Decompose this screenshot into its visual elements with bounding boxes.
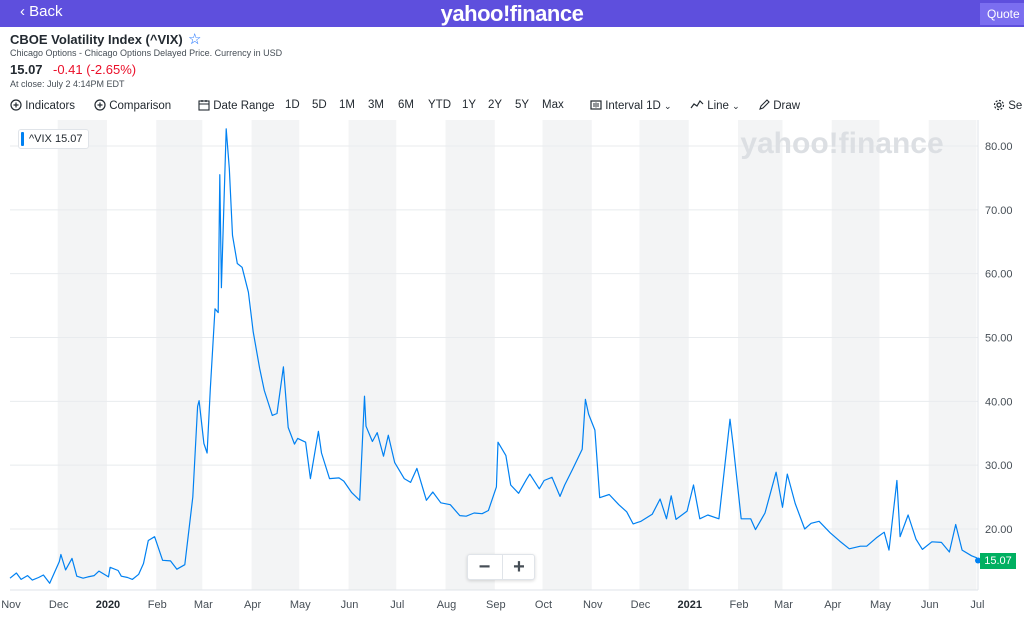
month-band xyxy=(831,120,880,590)
x-tick-label: Mar xyxy=(774,599,793,611)
month-band xyxy=(57,120,107,590)
price-change: -0.41 (-2.65%) xyxy=(53,62,137,77)
last-price-label: 15.07 xyxy=(980,553,1016,569)
y-tick-label: 20.00 xyxy=(985,524,1013,536)
quote-lookup-button[interactable]: Quote L xyxy=(980,3,1024,25)
y-tick-label: 70.00 xyxy=(985,205,1013,217)
range-5d[interactable]: 5D xyxy=(312,99,327,111)
comparison-button[interactable]: Comparison xyxy=(94,99,171,112)
range-ytd[interactable]: YTD xyxy=(428,99,451,111)
comparison-label: Comparison xyxy=(109,100,172,112)
star-icon[interactable]: ☆ xyxy=(188,31,202,48)
quote-subtitle: Chicago Options - Chicago Options Delaye… xyxy=(10,48,283,58)
chart-toolbar: Indicators Comparison Date Range 1D 5D 1… xyxy=(0,96,1024,116)
line-label: Line xyxy=(707,100,729,112)
range-6m[interactable]: 6M xyxy=(398,99,414,111)
month-band xyxy=(251,120,300,590)
range-5y[interactable]: 5Y xyxy=(515,99,530,111)
range-2y[interactable]: 2Y xyxy=(488,99,503,111)
candle-interval-icon xyxy=(590,100,602,110)
x-tick-label: Dec xyxy=(631,599,651,611)
x-tick-label: Apr xyxy=(824,599,841,611)
date-range-button[interactable]: Date Range xyxy=(198,99,275,112)
date-range-label: Date Range xyxy=(213,100,275,112)
zoom-controls: − + xyxy=(467,554,535,580)
chart-type-button[interactable]: Line ⌄ xyxy=(690,99,740,112)
calendar-icon xyxy=(198,100,210,111)
y-tick-label: 50.00 xyxy=(985,333,1013,345)
chevron-down-icon: ⌄ xyxy=(732,101,740,111)
x-tick-label: Feb xyxy=(730,599,749,611)
range-1m[interactable]: 1M xyxy=(339,99,355,111)
x-tick-label: Jul xyxy=(390,599,404,611)
range-max[interactable]: Max xyxy=(542,99,564,111)
chart-legend[interactable]: ^VIX 15.07 xyxy=(18,129,90,149)
y-tick-label: 60.00 xyxy=(985,269,1013,281)
zoom-out-button[interactable]: − xyxy=(478,556,491,578)
chevron-left-icon: ‹ xyxy=(20,3,25,20)
line-chart-icon xyxy=(690,100,704,109)
close-time: At close: July 2 4:14PM EDT xyxy=(10,79,125,89)
x-tick-label: Sep xyxy=(486,599,506,611)
x-tick-label: May xyxy=(290,599,311,611)
page-title: CBOE Volatility Index (^VIX) xyxy=(10,32,183,47)
settings-button[interactable]: Se xyxy=(993,99,1022,112)
watermark-logo: yahoo!finance xyxy=(740,127,943,160)
x-tick-label: Apr xyxy=(244,599,261,611)
interval-label: Interval xyxy=(605,100,643,112)
x-tick-label: May xyxy=(870,599,891,611)
x-tick-label: Oct xyxy=(535,599,552,611)
interval-value: 1D xyxy=(646,100,661,112)
draw-label: Draw xyxy=(773,100,801,112)
month-band xyxy=(928,120,977,590)
interval-button[interactable]: Interval 1D ⌄ xyxy=(590,99,672,112)
plus-circle-icon xyxy=(10,99,22,111)
x-tick-label: Nov xyxy=(1,599,21,611)
y-tick-label: 30.00 xyxy=(985,460,1013,472)
x-tick-label: 2021 xyxy=(677,599,701,611)
zoom-in-button[interactable]: + xyxy=(502,555,535,579)
plus-circle-icon xyxy=(94,99,106,111)
current-price: 15.07 xyxy=(10,62,43,77)
x-tick-label: 2020 xyxy=(96,599,120,611)
range-1y[interactable]: 1Y xyxy=(462,99,477,111)
range-1d[interactable]: 1D xyxy=(285,99,300,111)
x-tick-label: Jun xyxy=(341,599,359,611)
x-tick-label: Mar xyxy=(194,599,213,611)
month-band xyxy=(445,120,495,590)
legend-label: ^VIX 15.07 xyxy=(29,133,83,145)
x-tick-label: Feb xyxy=(148,599,167,611)
x-tick-label: Aug xyxy=(437,599,457,611)
gear-icon xyxy=(993,99,1005,111)
y-tick-label: 80.00 xyxy=(985,141,1013,153)
x-tick-label: Jul xyxy=(970,599,984,611)
x-tick-label: Jun xyxy=(921,599,939,611)
brand-logo: yahoo!finance xyxy=(440,1,584,26)
x-tick-label: Dec xyxy=(49,599,69,611)
month-band xyxy=(639,120,689,590)
top-bar: ‹ Back yahoo!finance Quote L xyxy=(0,0,1024,27)
indicators-button[interactable]: Indicators xyxy=(10,99,75,112)
back-label: Back xyxy=(29,3,63,20)
chevron-down-icon: ⌄ xyxy=(664,101,672,111)
back-button[interactable]: ‹ Back xyxy=(20,3,63,20)
settings-label: Se xyxy=(1008,100,1023,112)
legend-color-swatch xyxy=(21,132,24,146)
indicators-label: Indicators xyxy=(25,100,76,112)
y-tick-label: 40.00 xyxy=(985,396,1013,408)
last-point-marker xyxy=(975,557,981,564)
vix-chart[interactable]: 20.00 30.00 40.00 50.00 60.00 70.00 80.00 Nov De… xyxy=(0,118,1024,623)
range-3m[interactable]: 3M xyxy=(368,99,384,111)
draw-button[interactable]: Draw xyxy=(758,99,800,112)
x-tick-label: Nov xyxy=(583,599,603,611)
month-band xyxy=(156,120,203,590)
series-line xyxy=(9,128,979,584)
pencil-icon xyxy=(759,99,770,110)
month-band xyxy=(542,120,592,590)
month-band xyxy=(348,120,397,590)
month-band xyxy=(737,120,783,590)
